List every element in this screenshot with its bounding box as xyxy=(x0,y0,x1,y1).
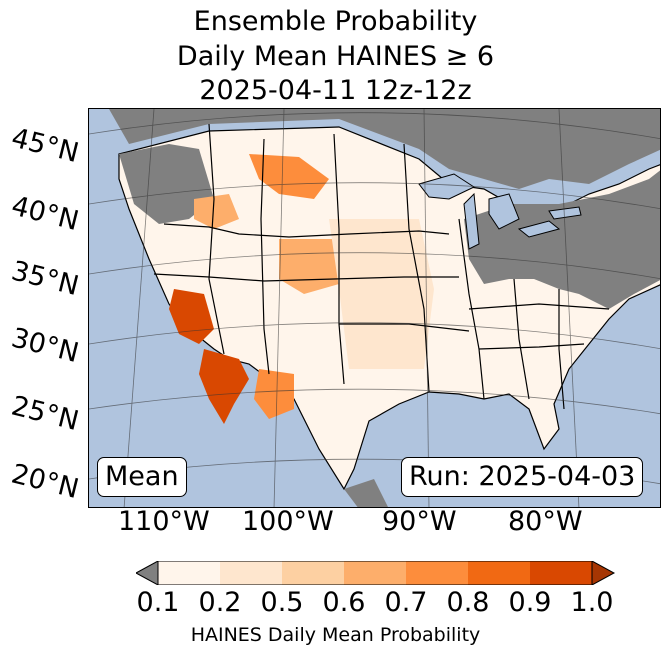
mean-label-box: Mean xyxy=(97,457,187,497)
prob-zone-idaho xyxy=(194,194,239,229)
colorbar-over-arrow xyxy=(591,561,616,585)
colorbar-tick-label: 0.2 xyxy=(198,587,242,618)
colorbar-segment-3 xyxy=(344,561,407,585)
title-line-3: 2025-04-11 12z-12z xyxy=(199,75,472,106)
lon-label-100w: 100°W xyxy=(242,506,334,537)
colorbar-label: HAINES Daily Mean Probability xyxy=(190,624,481,646)
run-label-box: Run: 2025-04-03 xyxy=(401,457,644,497)
colorbar-segment-1 xyxy=(220,561,283,585)
title-line-2: Daily Mean HAINES ≥ 6 xyxy=(176,41,495,72)
colorbar-tick-label: 0.5 xyxy=(260,587,304,618)
colorbar-segment-5 xyxy=(468,561,531,585)
graticule xyxy=(89,109,660,507)
title-line-1: Ensemble Probability xyxy=(193,6,478,37)
prob-zone-mexico-border xyxy=(199,349,249,424)
lat-label-35: 35°N xyxy=(8,255,82,303)
lat-label-30: 30°N xyxy=(8,322,82,370)
colorbar-border xyxy=(157,561,593,585)
lat-label-40: 40°N xyxy=(8,190,82,238)
colorbar-tick-label: 0.1 xyxy=(136,587,180,618)
lon-label-80w: 80°W xyxy=(508,506,583,537)
prob-zone-west-texas xyxy=(254,369,294,419)
colorbar-tick-label: 1.0 xyxy=(570,587,614,618)
lat-label-25: 25°N xyxy=(8,390,82,438)
lon-label-110w: 110°W xyxy=(118,506,210,537)
lat-label-20: 20°N xyxy=(8,458,82,506)
colorbar-segment-0 xyxy=(158,561,221,585)
prob-zone-plains xyxy=(329,219,434,369)
no-data-mexico xyxy=(344,479,388,507)
colorbar-under-arrow xyxy=(136,561,159,585)
map-panel: Mean Run: 2025-04-03 xyxy=(88,108,661,508)
colorbar-tick-label: 0.8 xyxy=(446,587,490,618)
map-canvas xyxy=(89,109,660,507)
colorbar-segment-6 xyxy=(530,561,593,585)
colorbar-tick-label: 0.6 xyxy=(322,587,366,618)
great-lakes xyxy=(418,173,582,250)
no-data-northwest xyxy=(119,144,214,224)
no-data-canada xyxy=(109,109,660,189)
state-borders xyxy=(153,123,610,410)
colorbar-tick-label: 0.9 xyxy=(508,587,552,618)
colorbar xyxy=(136,561,616,585)
colorbar-segment-4 xyxy=(406,561,469,585)
colorbar-segments xyxy=(158,561,593,585)
prob-zone-northern-rockies xyxy=(249,154,329,199)
lon-label-90w: 90°W xyxy=(382,506,457,537)
lat-label-45: 45°N xyxy=(8,122,82,170)
colorbar-segment-2 xyxy=(282,561,345,585)
colorbar-tick-label: 0.7 xyxy=(384,587,428,618)
